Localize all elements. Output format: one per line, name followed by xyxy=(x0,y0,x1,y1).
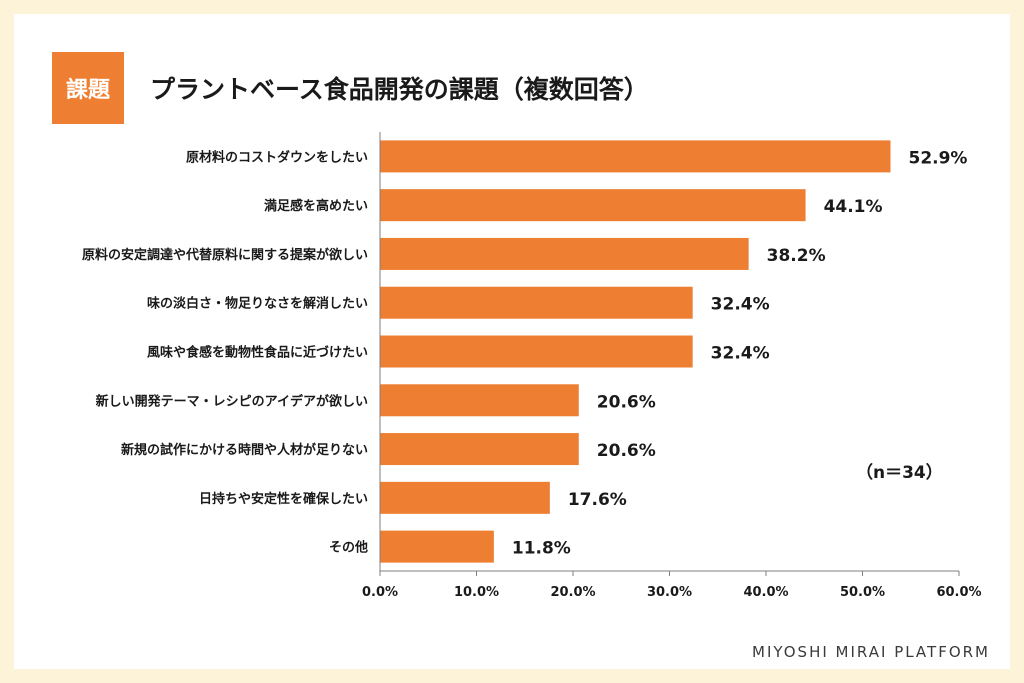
category-label: 日持ちや安定性を確保したい xyxy=(199,491,368,507)
bar xyxy=(380,384,579,417)
value-label: 32.4% xyxy=(711,295,770,315)
category-label: 満足感を高めたい xyxy=(264,198,368,214)
x-tick-label: 60.0% xyxy=(936,585,981,600)
value-label: 11.8% xyxy=(512,539,571,559)
category-label: 風味や食感を動物性食品に近づけたい xyxy=(147,345,368,361)
bar xyxy=(380,140,891,173)
category-label: 原材料のコストダウンをしたい xyxy=(186,149,368,165)
value-label: 20.6% xyxy=(597,441,656,461)
footer-brand: MIYOSHI MIRAI PLATFORM xyxy=(752,643,990,661)
x-tick-label: 30.0% xyxy=(647,585,692,600)
category-label: 新規の試作にかける時間や人材が足りない xyxy=(121,442,368,458)
sample-size-label: （n＝34） xyxy=(856,462,943,483)
bar xyxy=(380,481,550,514)
x-tick-label: 0.0% xyxy=(362,585,398,600)
bar xyxy=(380,189,806,222)
value-label: 52.9% xyxy=(908,148,967,168)
value-label: 38.2% xyxy=(767,246,826,266)
category-label: その他 xyxy=(329,540,368,556)
page-title: プラントベース食品開発の課題（複数回答） xyxy=(150,75,649,104)
category-label: 味の淡白さ・物足りなさを解消したい xyxy=(147,296,368,312)
bar xyxy=(380,433,579,466)
x-tick-label: 20.0% xyxy=(550,585,595,600)
category-label: 新しい開発テーマ・レシピのアイデアが欲しい xyxy=(96,393,368,409)
x-tick-label: 50.0% xyxy=(840,585,885,600)
bar xyxy=(380,335,693,368)
value-label: 20.6% xyxy=(597,392,656,412)
value-label: 44.1% xyxy=(824,197,883,217)
x-tick-label: 10.0% xyxy=(454,585,499,600)
x-tick-label: 40.0% xyxy=(743,585,788,600)
bar xyxy=(380,286,693,319)
bar xyxy=(380,530,494,563)
bar xyxy=(380,237,749,270)
value-label: 32.4% xyxy=(711,344,770,364)
value-label: 17.6% xyxy=(568,490,627,510)
category-label: 原料の安定調達や代替原料に関する提案が欲しい xyxy=(82,247,368,263)
topic-badge: 課題 xyxy=(52,52,124,124)
